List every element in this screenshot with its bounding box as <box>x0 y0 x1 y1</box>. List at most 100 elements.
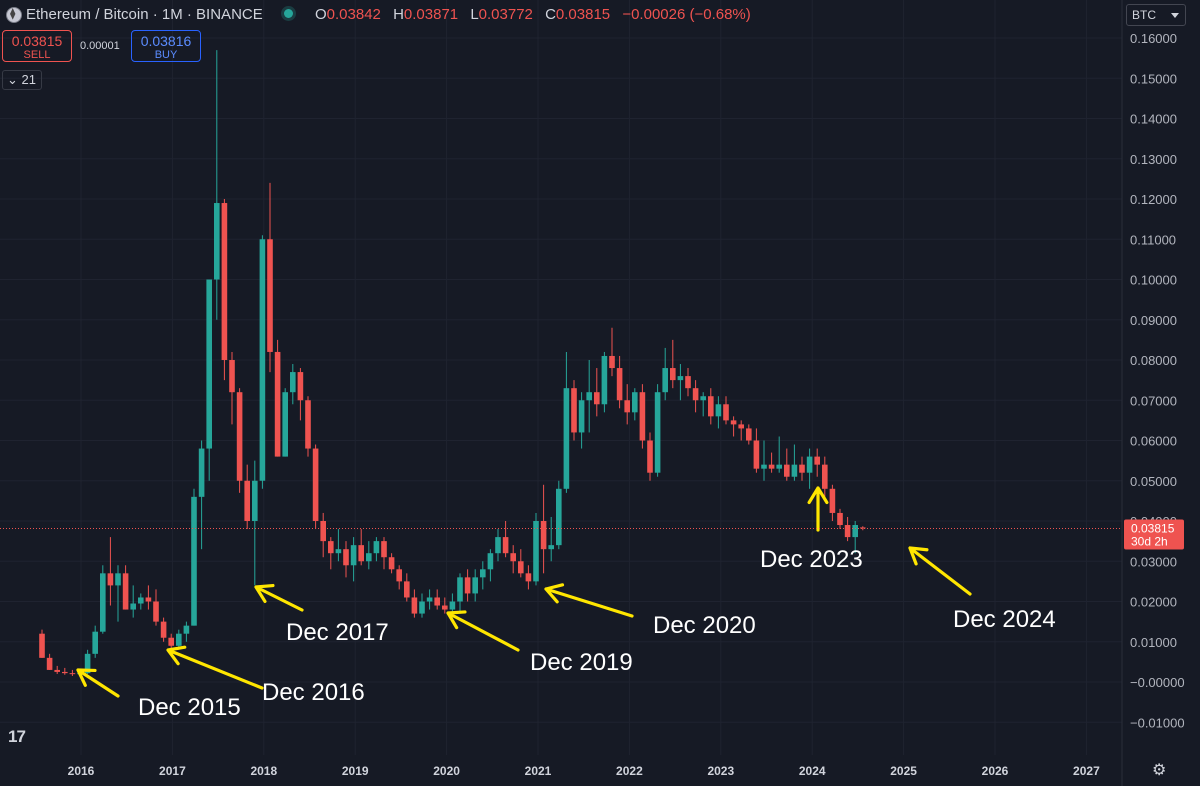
x-tick-label: 2027 <box>1073 764 1100 778</box>
x-tick-label: 2024 <box>799 764 826 778</box>
y-tick-label: 0.12000 <box>1130 192 1177 207</box>
candle-body <box>138 597 144 604</box>
candle-body <box>69 673 76 675</box>
candle-body <box>115 573 121 586</box>
candle-body <box>388 557 395 570</box>
sell-button[interactable]: 0.03815 SELL <box>2 30 72 62</box>
close-value: 0.03815 <box>555 6 611 23</box>
ethereum-coin-icon <box>6 7 22 23</box>
candle-body <box>738 424 744 429</box>
buy-price: 0.03816 <box>140 33 192 49</box>
candle-body <box>609 355 615 369</box>
candle-body <box>183 625 190 634</box>
ohlc-legend: O0.03842 H0.03871 L0.03772 C0.03815 −0.0… <box>315 6 759 23</box>
candle-body <box>214 203 220 280</box>
candle-body <box>419 601 425 614</box>
candle-body <box>525 573 532 582</box>
chevron-down-icon: ⌄ <box>7 72 18 87</box>
settings-gear-icon[interactable]: ⚙ <box>1152 762 1167 779</box>
y-tick-label: 0.11000 <box>1130 232 1176 247</box>
candle-body <box>533 521 539 582</box>
candle-body <box>434 597 440 606</box>
candle-body <box>814 456 820 465</box>
y-tick-label: 0.15000 <box>1130 71 1177 86</box>
annotation-arrow <box>76 668 120 698</box>
x-tick-label: 2019 <box>342 764 369 778</box>
candle-body <box>160 621 167 638</box>
x-tick-label: 2022 <box>616 764 643 778</box>
candle-body <box>130 603 136 610</box>
candle-body <box>411 597 418 614</box>
last-price-countdown: 30d 2h <box>1131 534 1168 548</box>
candle-body <box>92 631 98 654</box>
candle-body <box>487 553 494 570</box>
chart-header: Ethereum / Bitcoin · 1M · BINANCE O0.038… <box>0 0 1120 30</box>
candle-body <box>700 396 706 401</box>
buy-button[interactable]: 0.03816 BUY <box>131 30 201 62</box>
y-tick-label: 0.05000 <box>1130 474 1177 489</box>
low-key: L <box>470 6 479 23</box>
candle-body <box>449 601 456 610</box>
x-tick-label: 2016 <box>68 764 95 778</box>
candle-body <box>480 569 486 578</box>
candle-body <box>176 633 182 646</box>
candle-body <box>715 404 722 417</box>
indicators-collapse-button[interactable]: ⌄ 21 <box>2 70 42 90</box>
x-tick-label: 2025 <box>890 764 917 778</box>
candle-body <box>616 368 623 401</box>
candle-body <box>343 549 349 566</box>
annotation-label: Dec 2019 <box>530 649 633 676</box>
candle-body <box>145 597 152 602</box>
candle-body <box>366 553 372 562</box>
candle-body <box>768 464 775 469</box>
candle-body <box>784 464 790 477</box>
high-value: 0.03871 <box>403 6 459 23</box>
currency-select[interactable]: BTC <box>1126 4 1186 26</box>
candle-body <box>107 573 114 586</box>
candle-body <box>502 537 509 554</box>
candle-body <box>753 440 760 469</box>
candle-body <box>335 549 342 554</box>
candle-body <box>153 601 159 622</box>
candle-body <box>328 541 334 554</box>
y-tick-label: 0.02000 <box>1130 595 1177 610</box>
status-dot-icon <box>284 9 293 18</box>
y-tick-label: 0.13000 <box>1130 152 1177 167</box>
candle-body <box>844 525 851 538</box>
candle-body <box>723 404 729 421</box>
spread-value: 0.00001 <box>80 40 120 52</box>
candle-body <box>282 392 288 457</box>
candle-body <box>571 388 577 433</box>
candle-body <box>221 203 228 360</box>
candle-body <box>198 448 205 497</box>
candle-body <box>373 541 380 554</box>
candle-body <box>556 488 562 546</box>
candlestick-series <box>39 50 866 676</box>
candle-body <box>358 545 364 562</box>
candle-body <box>632 392 638 413</box>
candle-body <box>578 400 585 433</box>
candle-body <box>457 577 463 602</box>
open-key: O <box>315 6 327 23</box>
y-tick-label: 0.01000 <box>1130 635 1177 650</box>
candle-body <box>404 581 410 598</box>
candle-body <box>601 355 608 405</box>
symbol-title[interactable]: Ethereum / Bitcoin · 1M · BINANCE <box>26 6 263 23</box>
candle-body <box>586 392 592 401</box>
y-tick-label: 0.10000 <box>1130 273 1177 288</box>
candle-body <box>350 545 357 566</box>
candle-body <box>624 400 630 413</box>
candle-body <box>62 671 68 674</box>
candle-body <box>442 605 448 610</box>
candle-body <box>692 388 699 401</box>
candle-body <box>297 372 304 401</box>
y-axis: 0.16000 0.15000 0.14000 0.13000 0.12000 0.110… <box>1121 0 1185 786</box>
low-value: 0.03772 <box>478 6 533 23</box>
annotation-label: Dec 2016 <box>262 679 365 706</box>
tradingview-logo-icon[interactable]: 17 <box>8 727 26 746</box>
annotation-arrow <box>807 486 829 532</box>
candle-body <box>244 480 250 521</box>
candle-body <box>822 464 828 489</box>
